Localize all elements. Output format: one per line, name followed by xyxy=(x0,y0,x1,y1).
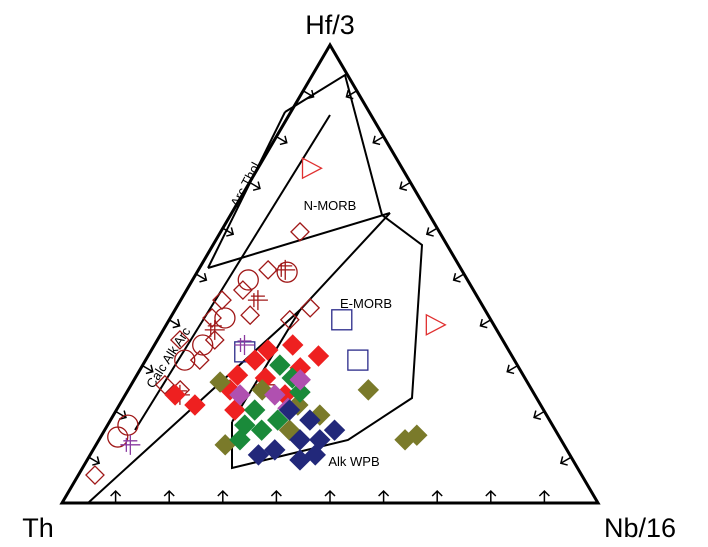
boundary xyxy=(231,309,301,423)
point xyxy=(212,290,232,311)
point xyxy=(240,305,261,326)
point xyxy=(264,439,286,461)
point xyxy=(154,374,175,395)
point xyxy=(357,379,380,401)
tick xyxy=(372,135,384,146)
point xyxy=(267,409,289,431)
tick-marks xyxy=(88,89,572,503)
boundary xyxy=(207,111,286,269)
point xyxy=(232,280,253,300)
point xyxy=(204,319,225,340)
point xyxy=(237,269,259,291)
point xyxy=(247,444,270,466)
tick xyxy=(276,135,288,146)
boundary xyxy=(231,73,424,470)
tick xyxy=(485,489,497,503)
field-label: E-MORB xyxy=(340,296,392,311)
point xyxy=(250,419,273,441)
tick xyxy=(452,273,465,283)
field-label: N-MORB xyxy=(304,198,357,213)
point xyxy=(214,307,236,329)
boundary xyxy=(134,114,331,431)
tick xyxy=(538,489,550,503)
point xyxy=(209,371,231,393)
points xyxy=(85,157,447,485)
point xyxy=(289,369,311,391)
tick xyxy=(506,364,518,375)
point xyxy=(85,465,105,485)
tick xyxy=(425,227,438,237)
point xyxy=(247,290,268,311)
tick xyxy=(378,489,390,503)
point xyxy=(406,424,428,446)
tick xyxy=(533,410,545,420)
point xyxy=(234,414,256,436)
tick xyxy=(110,489,122,503)
point xyxy=(170,330,190,350)
field-boundaries xyxy=(87,73,424,504)
tick xyxy=(431,489,443,503)
tick xyxy=(479,318,492,329)
point xyxy=(264,384,286,406)
tick xyxy=(270,489,282,503)
point xyxy=(290,221,310,242)
point xyxy=(331,309,353,331)
corner-label: Hf/3 xyxy=(305,10,355,40)
tick xyxy=(324,489,336,503)
point xyxy=(229,384,251,406)
point xyxy=(244,349,266,371)
tick xyxy=(222,227,235,237)
tick xyxy=(249,181,261,191)
point xyxy=(282,334,304,356)
tick xyxy=(142,364,154,375)
point xyxy=(301,157,323,180)
point xyxy=(279,309,300,330)
point xyxy=(107,426,129,448)
point xyxy=(276,261,298,283)
point xyxy=(117,414,139,436)
corner-label: Th xyxy=(22,513,54,543)
point xyxy=(234,334,255,355)
field-label: Alk WPB xyxy=(328,454,379,469)
tick xyxy=(195,273,208,283)
tick xyxy=(168,318,181,329)
point xyxy=(289,381,311,403)
point xyxy=(257,339,279,361)
point xyxy=(120,434,141,455)
tick xyxy=(163,489,175,503)
field-label: Calc Alk Arc xyxy=(143,324,194,391)
point xyxy=(347,349,369,371)
point xyxy=(300,297,321,318)
point xyxy=(278,399,301,421)
point xyxy=(226,364,249,386)
point xyxy=(299,409,321,431)
corner-label: Nb/16 xyxy=(604,513,676,543)
point xyxy=(243,399,266,421)
tick xyxy=(399,181,411,191)
point xyxy=(164,384,186,406)
point xyxy=(202,308,222,328)
tick xyxy=(88,456,101,466)
point xyxy=(289,449,311,471)
point xyxy=(258,259,279,280)
point xyxy=(307,345,330,367)
point xyxy=(425,313,447,336)
point xyxy=(184,394,206,416)
point xyxy=(275,259,296,280)
tick xyxy=(559,456,572,466)
point xyxy=(269,354,291,376)
tick xyxy=(217,489,229,503)
point xyxy=(174,349,196,371)
point xyxy=(192,334,214,356)
point xyxy=(323,419,346,441)
